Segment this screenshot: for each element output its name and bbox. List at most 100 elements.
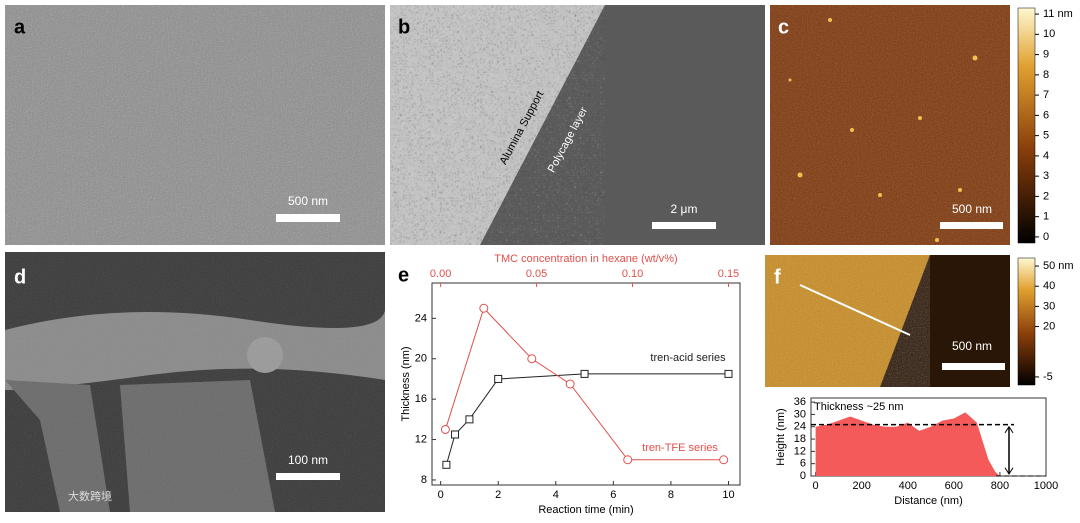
colorbar bbox=[1017, 7, 1036, 244]
area bbox=[815, 412, 1000, 476]
x-tick-label: 400 bbox=[899, 480, 917, 492]
point bbox=[479, 303, 489, 313]
x-tick-label: 4 bbox=[553, 489, 559, 501]
y-tick-label: 8 bbox=[421, 474, 427, 486]
panel-a: a 500 nm bbox=[5, 5, 385, 245]
scale-bar bbox=[652, 222, 716, 229]
colorbar-tick-label: 40 bbox=[1043, 280, 1055, 292]
colorbar-tick-label: 5 bbox=[1043, 130, 1049, 142]
x-tick-label: 1000 bbox=[1034, 480, 1058, 492]
y-axis-label: Thickness (nm) bbox=[400, 346, 412, 421]
particles bbox=[788, 18, 978, 242]
colorbar-tick-label: 1 bbox=[1043, 211, 1049, 223]
panel-label: c bbox=[778, 16, 789, 38]
scale-bar bbox=[276, 473, 340, 480]
panel-b: b Alumina Support Polycage layer 2 μm bbox=[390, 5, 765, 245]
y-tick-label: 24 bbox=[794, 421, 806, 433]
x2-tick-label: 0.15 bbox=[718, 268, 739, 280]
point bbox=[724, 369, 733, 378]
y-tick-label: 36 bbox=[794, 396, 806, 408]
point bbox=[565, 379, 575, 389]
scale-bar bbox=[276, 214, 340, 222]
scale-bar-label: 500 nm bbox=[952, 202, 992, 216]
panel-c: c 500 nm bbox=[770, 5, 1010, 245]
x-tick-label: 200 bbox=[853, 480, 871, 492]
texture bbox=[770, 5, 1010, 245]
colorbar-tick-label: 11 nm bbox=[1043, 8, 1073, 20]
x-axis-label: Reaction time (min) bbox=[538, 504, 633, 516]
colorbar-tick-label: 6 bbox=[1043, 109, 1049, 121]
point bbox=[442, 460, 451, 469]
scale-bar bbox=[942, 363, 1005, 370]
x-axis-label: Distance (nm) bbox=[894, 495, 962, 507]
colorbar-tick-label: 20 bbox=[1043, 320, 1055, 332]
point bbox=[494, 374, 503, 383]
point bbox=[440, 424, 450, 434]
series-label: tren-acid series bbox=[650, 352, 726, 364]
colorbar-tick-label: 7 bbox=[1043, 89, 1049, 101]
x-tick-label: 0 bbox=[813, 480, 819, 492]
point bbox=[623, 455, 633, 465]
colorbar-tick-label: 30 bbox=[1043, 300, 1055, 312]
y-tick-label: 20 bbox=[415, 353, 427, 365]
colorbar-tick-label: 10 bbox=[1043, 28, 1055, 40]
panel-label: d bbox=[14, 266, 26, 288]
x-tick-label: 0 bbox=[438, 489, 444, 501]
colorbar-tick-label: 9 bbox=[1043, 49, 1049, 61]
x2-axis-label: TMC concentration in hexane (wt/v%) bbox=[494, 253, 677, 265]
scale-bar-label: 2 μm bbox=[671, 202, 698, 216]
panel-label: e bbox=[398, 264, 409, 286]
y-tick-label: 30 bbox=[794, 408, 806, 420]
y-tick-label: 12 bbox=[794, 445, 806, 457]
y-tick-label: 6 bbox=[800, 458, 806, 470]
panel-d: d 100 nm 大数跨境 bbox=[5, 252, 385, 512]
x-tick-label: 8 bbox=[668, 489, 674, 501]
panel-f: f 500 nm bbox=[765, 255, 1010, 387]
pores bbox=[390, 5, 605, 245]
x-tick-label: 10 bbox=[722, 489, 734, 501]
series-line bbox=[445, 373, 729, 465]
colorbar-tick-label: 3 bbox=[1043, 170, 1049, 182]
series-label: tren-TFE series bbox=[642, 442, 718, 454]
y-tick-label: 18 bbox=[794, 433, 806, 445]
texture bbox=[5, 5, 385, 245]
x-tick-label: 2 bbox=[495, 489, 501, 501]
colorbar bbox=[1017, 257, 1036, 386]
x2-tick-label: 0.00 bbox=[430, 268, 451, 280]
point bbox=[580, 369, 589, 378]
annotation: Thickness ~25 nm bbox=[814, 401, 904, 413]
point bbox=[719, 455, 729, 465]
panel-label: f bbox=[774, 266, 781, 288]
panel-label: b bbox=[398, 16, 410, 38]
colorbar-tick-label: 4 bbox=[1043, 150, 1049, 162]
plot-frame bbox=[431, 282, 741, 486]
colorbar-tick-label: 50 nm bbox=[1043, 260, 1074, 272]
colorbar-tick-label: 0 bbox=[1043, 231, 1049, 243]
point bbox=[465, 415, 474, 424]
profile-line bbox=[799, 284, 911, 336]
y-tick-label: 16 bbox=[415, 393, 427, 405]
x-tick-label: 600 bbox=[945, 480, 963, 492]
x2-tick-label: 0.10 bbox=[622, 268, 643, 280]
y-tick-label: 12 bbox=[415, 433, 427, 445]
colorbar-tick-label: -5 bbox=[1043, 371, 1053, 383]
panel-label: a bbox=[14, 16, 26, 38]
watermark: 大数跨境 bbox=[68, 489, 112, 503]
series-line bbox=[444, 307, 724, 461]
colorbar-tick-label: 2 bbox=[1043, 190, 1049, 202]
x-tick-label: 800 bbox=[991, 480, 1009, 492]
scale-bar-label: 100 nm bbox=[288, 453, 328, 467]
scale-bar-label: 500 nm bbox=[952, 339, 992, 353]
colorbar-tick-label: 8 bbox=[1043, 69, 1049, 81]
y-axis-label: Height (nm) bbox=[775, 408, 787, 465]
scale-bar-label: 500 nm bbox=[288, 194, 328, 208]
arrow-head bbox=[1004, 425, 1014, 475]
texture bbox=[5, 252, 385, 512]
scale-bar bbox=[940, 222, 1003, 229]
y-tick-label: 0 bbox=[800, 470, 806, 482]
point bbox=[527, 354, 537, 364]
point bbox=[451, 430, 460, 439]
x2-tick-label: 0.05 bbox=[526, 268, 547, 280]
